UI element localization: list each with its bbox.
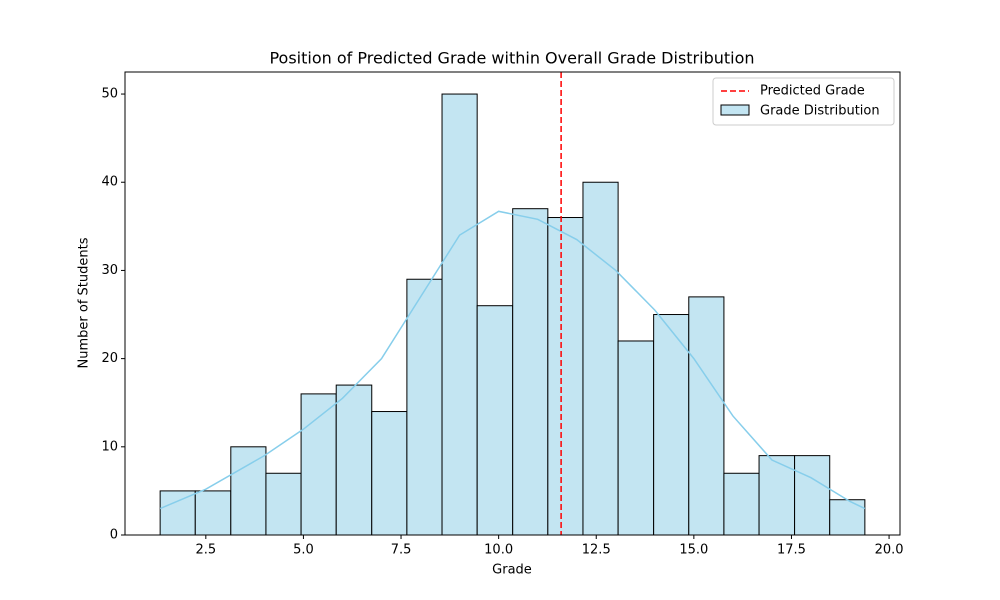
bar [406, 278, 443, 536]
bar [723, 472, 760, 536]
x-tick-label: 7.5 [391, 543, 412, 558]
bar [265, 472, 302, 536]
bar [758, 455, 796, 536]
legend-box [712, 77, 895, 126]
kde-line [159, 210, 866, 510]
y-tick-label: 10 [101, 439, 118, 454]
chart-title: Position of Predicted Grade within Overa… [269, 49, 754, 68]
legend-label: Predicted Grade [760, 84, 865, 99]
bar [476, 305, 514, 536]
bar [617, 340, 655, 536]
bar [230, 446, 267, 536]
x-tick-label: 12.5 [582, 543, 611, 558]
plot-frame [124, 71, 901, 536]
y-tick-label: 40 [101, 175, 118, 190]
y-tick-label: 50 [101, 87, 118, 102]
bar [300, 393, 337, 536]
bar [159, 490, 196, 536]
x-tick-label: 10.0 [484, 543, 513, 558]
x-tick-label: 15.0 [679, 543, 708, 558]
bar [653, 314, 690, 536]
bar [194, 490, 232, 536]
legend-label: Grade Distribution [760, 104, 880, 119]
bar [441, 93, 478, 536]
x-tick-label: 17.5 [777, 543, 806, 558]
x-tick-label: 5.0 [293, 543, 314, 558]
bar [335, 384, 373, 536]
x-axis-label: Grade [492, 563, 532, 578]
y-tick-label: 20 [101, 351, 118, 366]
bar [512, 208, 549, 536]
y-tick-label: 0 [110, 528, 118, 543]
legend-patch [720, 104, 750, 116]
bar [371, 411, 408, 536]
y-axis-label: Number of Students [77, 237, 92, 368]
y-tick-label: 30 [101, 263, 118, 278]
bar [794, 455, 831, 536]
bar [582, 181, 619, 536]
x-tick-label: 2.5 [195, 543, 216, 558]
bar [829, 499, 866, 536]
bar [547, 217, 584, 536]
bar [688, 296, 725, 536]
x-tick-label: 20.0 [875, 543, 904, 558]
